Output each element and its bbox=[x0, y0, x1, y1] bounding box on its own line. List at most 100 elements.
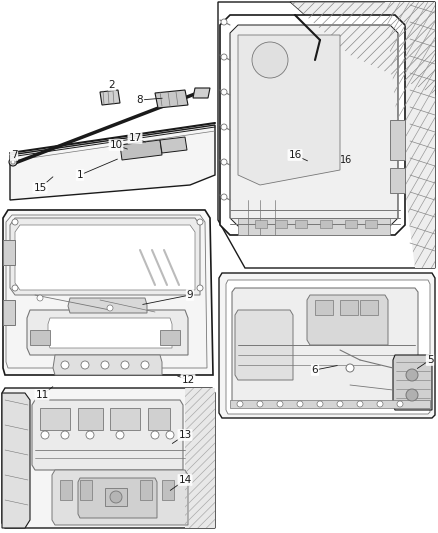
Polygon shape bbox=[185, 388, 215, 528]
Bar bbox=[340, 300, 358, 315]
Text: 16: 16 bbox=[288, 150, 302, 160]
Circle shape bbox=[110, 491, 122, 503]
Polygon shape bbox=[220, 15, 405, 235]
Polygon shape bbox=[393, 355, 432, 410]
Circle shape bbox=[197, 219, 203, 225]
Circle shape bbox=[357, 401, 363, 407]
Circle shape bbox=[41, 431, 49, 439]
Text: 8: 8 bbox=[137, 95, 143, 105]
Polygon shape bbox=[219, 273, 435, 418]
Polygon shape bbox=[68, 298, 147, 313]
Polygon shape bbox=[3, 210, 213, 375]
Circle shape bbox=[406, 369, 418, 381]
Circle shape bbox=[61, 361, 69, 369]
Bar bbox=[3, 240, 15, 265]
Text: 13: 13 bbox=[178, 430, 192, 440]
Circle shape bbox=[12, 285, 18, 291]
Circle shape bbox=[86, 431, 94, 439]
Polygon shape bbox=[100, 90, 120, 105]
Text: 12: 12 bbox=[181, 375, 194, 385]
Circle shape bbox=[377, 401, 383, 407]
Bar bbox=[275, 220, 287, 228]
Bar bbox=[148, 408, 170, 430]
Bar bbox=[60, 480, 72, 500]
Circle shape bbox=[107, 305, 113, 311]
Bar bbox=[3, 300, 15, 325]
Circle shape bbox=[252, 42, 288, 78]
Circle shape bbox=[397, 401, 403, 407]
Text: 14: 14 bbox=[178, 475, 192, 485]
Circle shape bbox=[277, 401, 283, 407]
Bar bbox=[40, 408, 70, 430]
Circle shape bbox=[221, 19, 227, 25]
Circle shape bbox=[221, 159, 227, 165]
Bar bbox=[315, 300, 333, 315]
Bar bbox=[110, 408, 140, 430]
Polygon shape bbox=[10, 218, 200, 295]
Polygon shape bbox=[32, 400, 183, 470]
Polygon shape bbox=[307, 295, 388, 345]
Bar bbox=[78, 408, 103, 430]
Text: 10: 10 bbox=[110, 140, 123, 150]
Polygon shape bbox=[385, 2, 435, 268]
Text: 2: 2 bbox=[109, 80, 115, 90]
Bar bbox=[105, 488, 127, 506]
Circle shape bbox=[221, 54, 227, 60]
Bar bbox=[390, 168, 405, 193]
Polygon shape bbox=[226, 280, 430, 414]
Text: 6: 6 bbox=[312, 365, 318, 375]
Bar bbox=[390, 120, 405, 160]
Text: 16: 16 bbox=[340, 155, 352, 165]
Polygon shape bbox=[53, 355, 162, 375]
Circle shape bbox=[221, 89, 227, 95]
Polygon shape bbox=[15, 225, 195, 290]
Circle shape bbox=[61, 431, 69, 439]
Polygon shape bbox=[2, 393, 30, 528]
Polygon shape bbox=[78, 478, 157, 518]
Bar bbox=[345, 220, 357, 228]
Polygon shape bbox=[10, 125, 215, 200]
Text: 5: 5 bbox=[427, 355, 433, 365]
Bar bbox=[320, 220, 332, 228]
Text: 11: 11 bbox=[35, 390, 49, 400]
Polygon shape bbox=[290, 2, 435, 95]
Bar bbox=[140, 480, 152, 500]
Bar bbox=[162, 480, 174, 500]
Circle shape bbox=[337, 401, 343, 407]
Polygon shape bbox=[120, 140, 162, 160]
Circle shape bbox=[237, 401, 243, 407]
Text: 9: 9 bbox=[187, 290, 193, 300]
Bar bbox=[80, 480, 92, 500]
Circle shape bbox=[221, 124, 227, 130]
Polygon shape bbox=[52, 470, 188, 525]
Bar bbox=[295, 220, 307, 228]
Polygon shape bbox=[230, 25, 398, 226]
Polygon shape bbox=[235, 310, 293, 380]
Bar bbox=[255, 220, 267, 228]
Bar bbox=[365, 220, 377, 228]
Circle shape bbox=[406, 389, 418, 401]
Circle shape bbox=[11, 160, 15, 164]
Polygon shape bbox=[218, 2, 435, 268]
Circle shape bbox=[297, 401, 303, 407]
Circle shape bbox=[197, 285, 203, 291]
Bar bbox=[230, 400, 430, 408]
Circle shape bbox=[12, 219, 18, 225]
Polygon shape bbox=[48, 318, 172, 348]
Polygon shape bbox=[6, 215, 207, 368]
Bar bbox=[30, 330, 50, 345]
Circle shape bbox=[346, 364, 354, 372]
Circle shape bbox=[151, 431, 159, 439]
Polygon shape bbox=[160, 137, 187, 153]
Polygon shape bbox=[238, 218, 390, 235]
Polygon shape bbox=[2, 388, 215, 528]
Text: 15: 15 bbox=[33, 183, 46, 193]
Polygon shape bbox=[155, 90, 188, 108]
Text: 7: 7 bbox=[11, 150, 18, 160]
Circle shape bbox=[121, 361, 129, 369]
Circle shape bbox=[81, 361, 89, 369]
Text: 17: 17 bbox=[128, 133, 141, 143]
Polygon shape bbox=[232, 288, 418, 405]
Circle shape bbox=[116, 431, 124, 439]
Polygon shape bbox=[27, 310, 188, 355]
